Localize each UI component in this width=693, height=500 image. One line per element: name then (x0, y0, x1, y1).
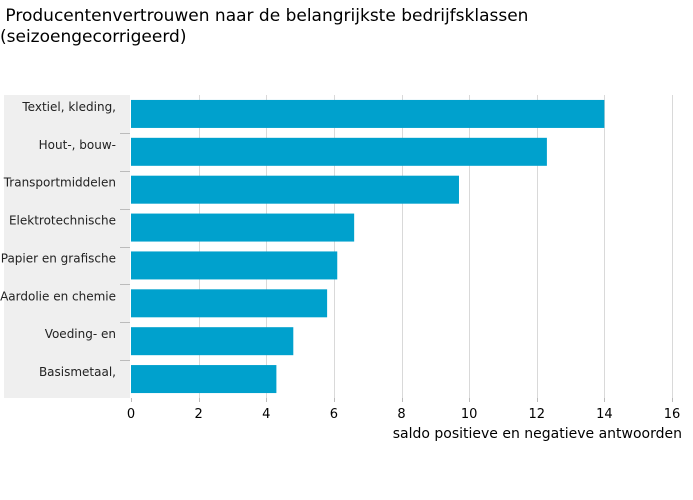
category-label: Transportmiddelen (3, 176, 116, 190)
bar (131, 175, 459, 204)
x-tick-label: 12 (528, 407, 545, 422)
category-label: Papier en grafische (1, 251, 116, 265)
category-label: Hout-, bouw- (39, 138, 116, 152)
category-label: Textiel, kleding, (21, 100, 116, 114)
x-tick-label: 8 (397, 407, 405, 422)
x-axis-ticks: 0 2 4 6 8 10 12 14 16 (127, 398, 680, 422)
x-axis-title: saldo positieve en negatieve antwoorden (393, 426, 682, 442)
x-tick-label: 10 (461, 407, 478, 422)
x-tick-label: 14 (596, 407, 613, 422)
x-tick-label: 4 (262, 407, 270, 422)
chart-title: Producentenvertrouwen naar de belangrijk… (0, 6, 529, 47)
bar (131, 99, 605, 128)
bar (131, 137, 547, 166)
bar (131, 251, 338, 280)
bar (131, 327, 294, 356)
category-label: Basismetaal, (39, 365, 116, 379)
bar (131, 213, 355, 242)
category-label: Voeding- en (45, 327, 116, 341)
category-label: Elektrotechnische (9, 214, 116, 228)
category-label: Aardolie en chemie (0, 289, 116, 303)
x-tick-label: 0 (127, 407, 135, 422)
x-tick-label: 6 (330, 407, 338, 422)
bar (131, 289, 328, 318)
bars (131, 99, 605, 394)
category-label-panel (4, 95, 130, 398)
category-labels: Textiel, kleding, Hout-, bouw- Transportmi… (0, 100, 130, 379)
x-tick-label: 2 (194, 407, 202, 422)
x-tick-label: 16 (664, 407, 681, 422)
bar (131, 365, 277, 394)
